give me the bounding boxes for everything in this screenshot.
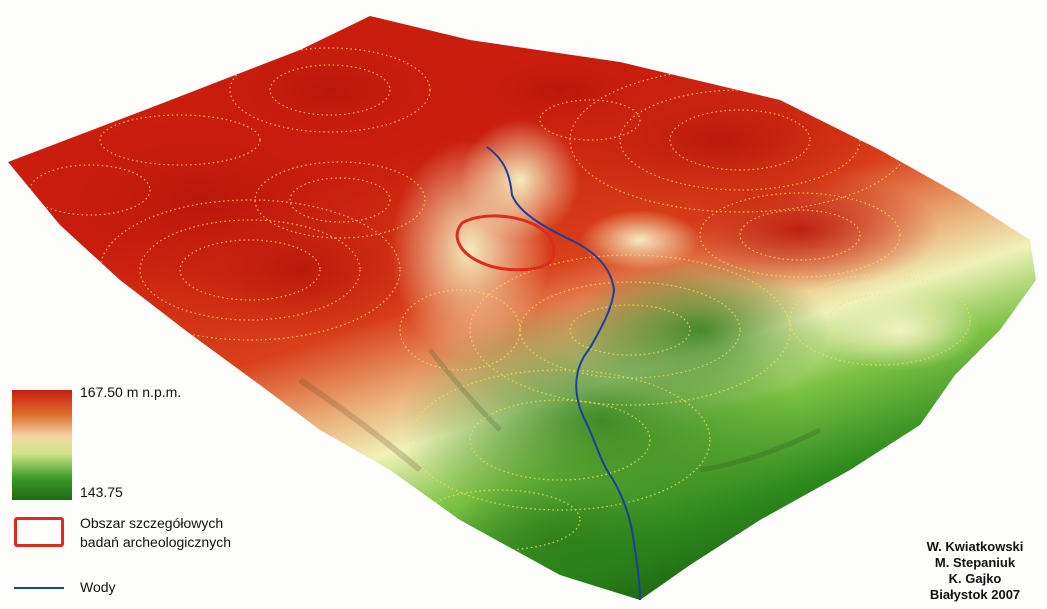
- water-swatch: [14, 587, 64, 589]
- study-area-label-line1: Obszar szczegółowych: [80, 515, 224, 531]
- credit-line-3: K. Gajko: [948, 571, 1002, 586]
- water-label: Wody: [80, 579, 116, 595]
- elevation-max-label: 167.50 m n.p.m.: [80, 384, 182, 400]
- study-area-swatch: [14, 517, 64, 547]
- river-line: [486, 146, 641, 601]
- elevation-min-label: 143.75: [80, 484, 123, 500]
- study-area-label-line2: badań archeologicznych: [80, 534, 231, 550]
- elevation-color-ramp: [12, 390, 72, 500]
- credit-line-1: W. Kwiatkowski: [926, 539, 1024, 554]
- study-area-outline: [455, 214, 556, 272]
- credit-line-4: Białystok 2007: [929, 587, 1021, 602]
- credit-line-2: M. Stepaniuk: [934, 555, 1016, 570]
- map-credits: W. Kwiatkowski M. Stepaniuk K. Gajko Bia…: [915, 539, 1035, 603]
- study-area-label: Obszar szczegółowych badań archeologiczn…: [80, 514, 231, 552]
- map-legend: 167.50 m n.p.m. 143.75 Obszar szczegółow…: [12, 382, 312, 602]
